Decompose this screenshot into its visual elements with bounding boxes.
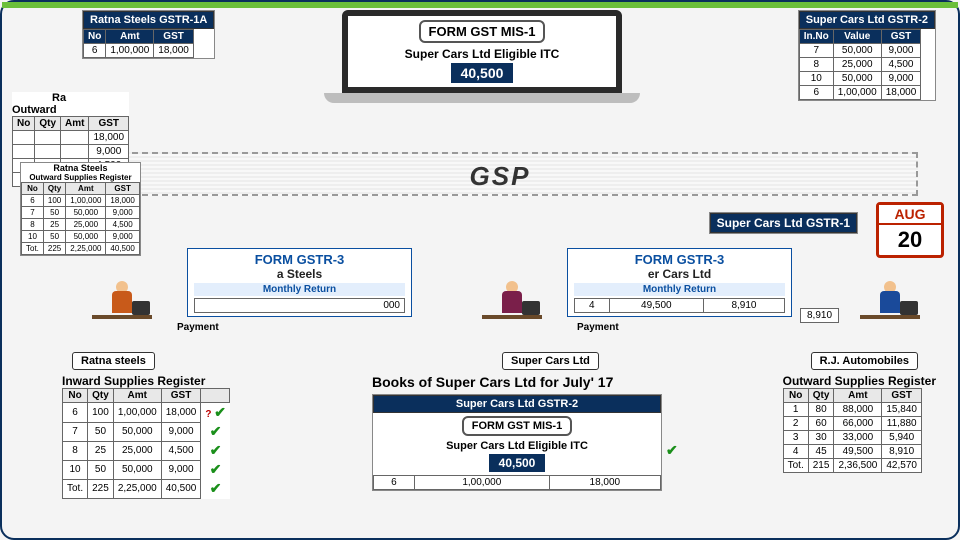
- check-icon: ✔: [210, 461, 222, 477]
- form-gstr3-left: FORM GSTR-3 a Steels Monthly Return 000: [187, 248, 412, 317]
- books-title: Books of Super Cars Ltd for July' 17: [372, 374, 613, 390]
- payment-left: Payment: [177, 322, 219, 333]
- ratna-inward-table: NoQtyAmtGST 61001,00,00018,000? ✔ 75050,…: [62, 388, 230, 499]
- check-icon: ✔: [210, 480, 222, 496]
- supercars-section-label: Super Cars Ltd: [502, 352, 599, 370]
- person-right: [870, 277, 910, 327]
- gsp-text: GSP: [470, 161, 531, 191]
- person-mid: [492, 277, 532, 327]
- ratna-mini-table: Ratna Steels Outward Supplies Register N…: [20, 162, 141, 256]
- itc-value: 40,500: [451, 63, 514, 83]
- mis1-bot-title: FORM GST MIS-1: [462, 416, 572, 436]
- calendar-day: 20: [879, 225, 941, 255]
- supercars-gstr1-label: Super Cars Ltd GSTR-1: [709, 212, 858, 234]
- ratna-gstr1a-title: Ratna Steels GSTR-1A: [83, 11, 214, 29]
- form-gstr3-right: FORM GSTR-3 er Cars Ltd Monthly Return 4…: [567, 248, 792, 317]
- check-icon: ✔: [214, 404, 226, 420]
- check-icon: ✔: [210, 423, 222, 439]
- rj-outward-table: NoQtyAmtGST 18088,00015,840 26066,00011,…: [783, 388, 922, 473]
- mis1-title: FORM GST MIS-1: [419, 20, 546, 43]
- rj-outward-title: Outward Supplies Register: [783, 374, 936, 388]
- supercars-gstr2-title: Super Cars Ltd GSTR-2: [799, 11, 935, 29]
- supercars-gstr2-table: Super Cars Ltd GSTR-2 In.No Value GST 75…: [798, 10, 936, 101]
- ratna-inward-block: Inward Supplies Register NoQtyAmtGST 610…: [62, 374, 230, 499]
- check-icon: ✔: [666, 442, 678, 459]
- ratna-gstr1a-table: Ratna Steels GSTR-1A No Amt GST 6 1,00,0…: [82, 10, 215, 59]
- itc-label: Super Cars Ltd Eligible ITC: [356, 47, 608, 61]
- ratna-section-label: Ratna steels: [72, 352, 155, 370]
- gsp-band: GSP: [82, 152, 918, 196]
- supercars-gstr2-bot: Super Cars Ltd GSTR-2 FORM GST MIS-1 Sup…: [372, 394, 662, 491]
- rj-section-label: R.J. Automobiles: [811, 352, 918, 370]
- payment-right: Payment: [577, 322, 619, 333]
- top-accent-bar: [2, 2, 958, 8]
- check-icon: ✔: [210, 442, 222, 458]
- rj-outward-block: Outward Supplies Register NoQtyAmtGST 18…: [783, 374, 936, 473]
- ratna-inward-title: Inward Supplies Register: [62, 374, 230, 388]
- calendar: AUG 20: [876, 202, 944, 258]
- laptop-mis1: FORM GST MIS-1 Super Cars Ltd Eligible I…: [342, 10, 622, 103]
- form3-right-cell: 8,910: [800, 308, 839, 323]
- person-left: [102, 277, 142, 327]
- calendar-month: AUG: [879, 205, 941, 225]
